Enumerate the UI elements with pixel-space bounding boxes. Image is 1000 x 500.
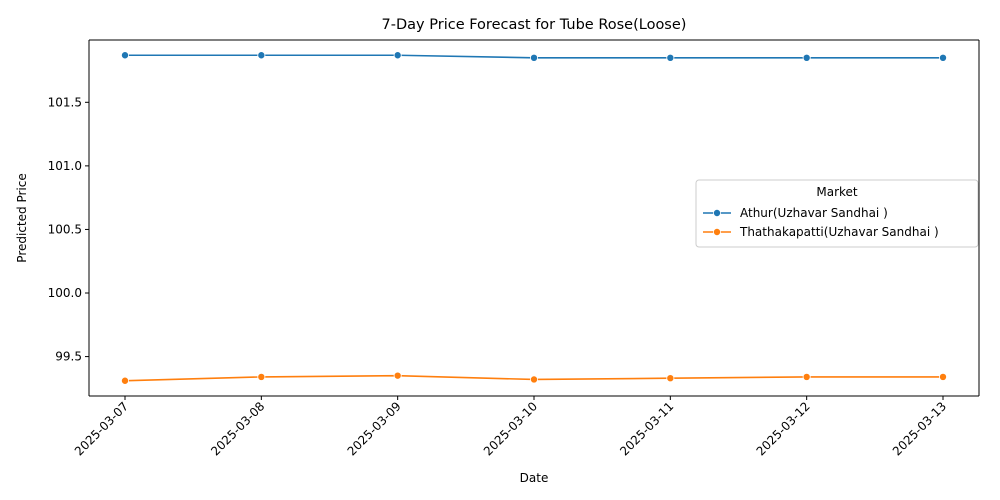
data-point: [393, 371, 402, 380]
x-tick-label: 2025-03-10: [481, 399, 540, 458]
y-tick-label: 101.5: [48, 95, 82, 109]
x-tick-label: 2025-03-12: [754, 399, 813, 458]
legend-marker: [713, 208, 722, 217]
y-tick-label: 101.0: [48, 159, 82, 173]
data-point: [802, 53, 811, 62]
data-point: [530, 53, 539, 62]
legend-marker: [713, 227, 722, 236]
data-point: [530, 375, 539, 384]
legend-entry-label: Athur(Uzhavar Sandhai ): [740, 206, 888, 220]
x-tick-label: 2025-03-09: [345, 399, 404, 458]
y-axis-label: Predicted Price: [15, 173, 29, 262]
data-point: [121, 376, 130, 385]
legend-items: Athur(Uzhavar Sandhai ) Thathakapatti(Uzh…: [703, 206, 939, 239]
legend-box: [695, 179, 979, 248]
y-axis-ticks: 99.5 100.0 100.5 101.0 101.5: [48, 95, 89, 364]
data-point: [257, 51, 266, 60]
data-point: [121, 51, 130, 60]
y-tick-label: 99.5: [55, 350, 82, 364]
x-axis-label: Date: [520, 471, 549, 485]
x-tick-label: 2025-03-07: [72, 399, 131, 458]
data-point: [939, 372, 948, 381]
data-point: [666, 374, 675, 383]
data-point: [666, 53, 675, 62]
legend-title: Market: [816, 185, 858, 199]
series-markers: [121, 51, 948, 385]
data-point: [939, 53, 948, 62]
x-tick-label: 2025-03-13: [890, 399, 949, 458]
chart-title: 7-Day Price Forecast for Tube Rose(Loose…: [382, 17, 687, 33]
y-tick-label: 100.5: [48, 222, 82, 236]
y-tick-label: 100.0: [48, 286, 82, 300]
data-point: [257, 372, 266, 381]
legend-entry-label: Thathakapatti(Uzhavar Sandhai ): [739, 225, 939, 239]
x-tick-label: 2025-03-08: [208, 399, 267, 458]
legend: Market Athur(Uzhavar Sandhai ) Thathakapa…: [695, 179, 979, 248]
data-point: [393, 51, 402, 60]
data-point: [802, 372, 811, 381]
x-tick-label: 2025-03-11: [617, 399, 676, 458]
x-axis-ticks: 2025-03-07 2025-03-08 2025-03-09 2025-03-10…: [72, 396, 949, 458]
